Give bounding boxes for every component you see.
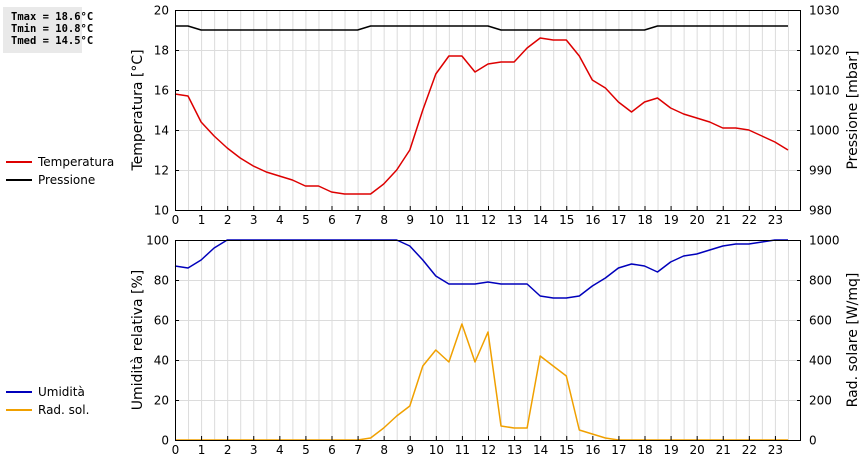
- x-tick-label: 23: [768, 213, 783, 227]
- x-tick-label: 17: [611, 213, 626, 227]
- x-tick-label: 18: [637, 213, 652, 227]
- y-axis-title: Umidità relativa [%]: [130, 270, 146, 411]
- x-tick-label: 2: [224, 443, 232, 457]
- y2-tick-label: 1020: [809, 44, 840, 58]
- y-tick-label: 18: [154, 44, 169, 58]
- x-tick-label: 12: [481, 213, 496, 227]
- y-tick-label: 12: [154, 164, 169, 178]
- y-tick-label: 16: [154, 84, 169, 98]
- y-tick-label: 60: [154, 314, 169, 328]
- series-pressione: [175, 25, 788, 31]
- x-tick-label: 6: [328, 213, 336, 227]
- y2-tick-label: 1000: [809, 234, 840, 248]
- x-tick-label: 9: [406, 443, 414, 457]
- y2-tick-label: 600: [809, 314, 832, 328]
- x-tick-label: 0: [172, 213, 180, 227]
- x-tick-label: 13: [507, 443, 522, 457]
- plot-frame: [175, 10, 801, 211]
- x-tick-label: 19: [663, 443, 678, 457]
- legend-bottom: Umidità Rad. sol.: [6, 383, 89, 419]
- y-tick-label: 20: [154, 394, 169, 408]
- y-tick-label: 100: [146, 234, 169, 248]
- x-tick-label: 8: [380, 213, 388, 227]
- x-tick-label: 20: [690, 443, 705, 457]
- legend-item-umidita: Umidità: [6, 383, 89, 401]
- x-tick-label: 10: [429, 213, 444, 227]
- y2-tick-label: 400: [809, 354, 832, 368]
- x-tick-label: 23: [768, 443, 783, 457]
- x-tick-label: 3: [250, 213, 258, 227]
- x-tick-label: 8: [380, 443, 388, 457]
- y2-tick-label: 980: [809, 204, 832, 218]
- x-tick-label: 19: [663, 213, 678, 227]
- x-tick-label: 5: [302, 213, 310, 227]
- plot-frame: [175, 240, 801, 441]
- legend-top: Temperatura Pressione: [6, 153, 114, 189]
- y-tick-label: 0: [161, 434, 169, 448]
- x-tick-label: 9: [406, 213, 414, 227]
- x-tick-label: 14: [533, 443, 548, 457]
- x-tick-label: 4: [276, 213, 284, 227]
- legend-swatch-temperatura: [6, 161, 32, 163]
- legend-label-temperatura: Temperatura: [38, 155, 115, 169]
- x-tick-label: 4: [276, 443, 284, 457]
- x-tick-label: 22: [742, 443, 757, 457]
- x-tick-label: 15: [559, 443, 574, 457]
- x-tick-label: 0: [172, 443, 180, 457]
- x-tick-label: 10: [429, 443, 444, 457]
- y2-tick-label: 1010: [809, 84, 840, 98]
- legend-item-radsol: Rad. sol.: [6, 401, 89, 419]
- y-tick-label: 80: [154, 274, 169, 288]
- x-tick-label: 7: [354, 443, 362, 457]
- x-tick-label: 18: [637, 443, 652, 457]
- legend-swatch-radsol: [6, 409, 32, 411]
- x-tick-label: 7: [354, 213, 362, 227]
- x-tick-label: 15: [559, 213, 574, 227]
- x-tick-label: 16: [585, 213, 600, 227]
- y2-tick-label: 0: [809, 434, 817, 448]
- x-tick-label: 11: [455, 443, 470, 457]
- y2-tick-label: 1000: [809, 124, 840, 138]
- x-tick-label: 12: [481, 443, 496, 457]
- y-tick-label: 40: [154, 354, 169, 368]
- x-tick-label: 16: [585, 443, 600, 457]
- y2-axis-title: Pressione [mbar]: [845, 50, 860, 169]
- legend-item-pressione: Pressione: [6, 171, 114, 189]
- x-tick-label: 20: [690, 213, 705, 227]
- x-tick-label: 2: [224, 213, 232, 227]
- x-tick-label: 17: [611, 443, 626, 457]
- x-tick-label: 1: [198, 213, 206, 227]
- x-tick-label: 14: [533, 213, 548, 227]
- legend-swatch-umidita: [6, 391, 32, 393]
- x-tick-label: 3: [250, 443, 258, 457]
- y2-axis-title: Rad. solare [W/mq]: [845, 273, 860, 408]
- legend-swatch-pressione: [6, 179, 32, 181]
- series-temperatura: [174, 37, 789, 195]
- x-tick-label: 6: [328, 443, 336, 457]
- y2-tick-label: 800: [809, 274, 832, 288]
- x-tick-label: 22: [742, 213, 757, 227]
- y2-tick-label: 1030: [809, 4, 840, 18]
- legend-label-umidita: Umidità: [38, 385, 85, 399]
- x-tick-label: 1: [198, 443, 206, 457]
- y2-tick-label: 990: [809, 164, 832, 178]
- legend-item-temperatura: Temperatura: [6, 153, 114, 171]
- legend-label-pressione: Pressione: [38, 173, 96, 187]
- x-tick-label: 5: [302, 443, 310, 457]
- x-tick-label: 21: [716, 213, 731, 227]
- y-tick-label: 10: [154, 204, 169, 218]
- x-tick-label: 13: [507, 213, 522, 227]
- x-tick-label: 21: [716, 443, 731, 457]
- y2-tick-label: 200: [809, 394, 832, 408]
- y-axis-title: Temperatura [°C]: [130, 49, 146, 171]
- y-tick-label: 14: [154, 124, 169, 138]
- legend-label-radsol: Rad. sol.: [38, 403, 90, 417]
- y-tick-label: 20: [154, 4, 169, 18]
- x-tick-label: 11: [455, 213, 470, 227]
